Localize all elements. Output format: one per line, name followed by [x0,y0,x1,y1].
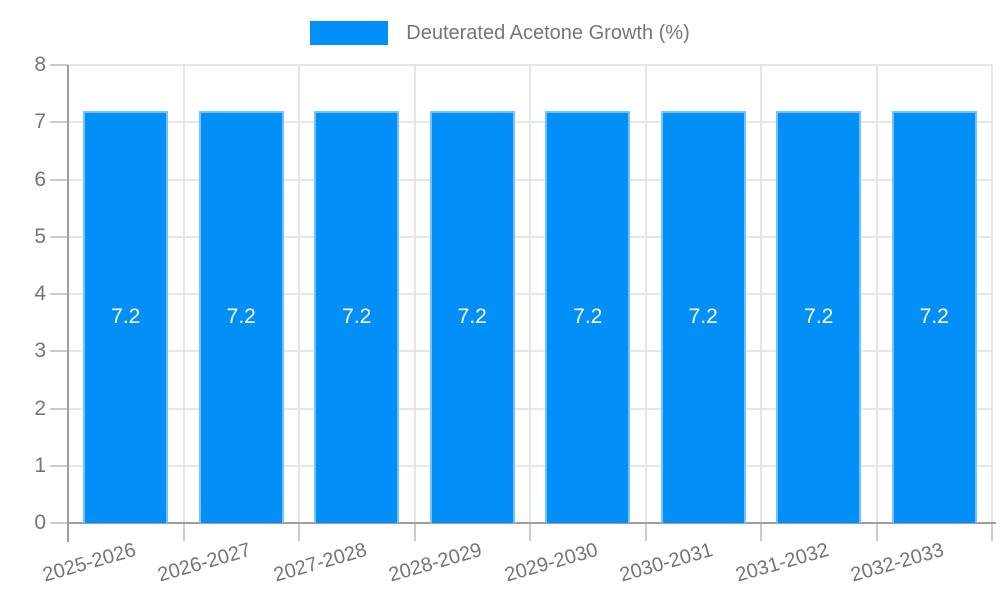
bar[interactable] [660,110,746,523]
y-axis-tick-label: 8 [34,53,46,76]
y-axis-line [67,65,69,542]
y-tick-mark [50,407,68,410]
x-tick-mark [760,523,762,541]
bar[interactable] [83,110,169,523]
y-tick-mark [50,464,68,467]
bar-value-label: 7.2 [573,304,603,328]
y-tick-mark [50,293,68,295]
y-tick-mark [50,178,68,181]
x-tick-mark [298,523,300,541]
x-gridline [182,65,185,523]
y-axis-tick-label: 4 [34,282,46,305]
y-axis-tick-label: 2 [34,396,46,420]
x-gridline [760,65,762,523]
bar[interactable] [314,110,400,523]
bar-value-label: 7.2 [919,304,949,328]
chart-legend[interactable]: Deuterated Acetone Growth (%) [0,16,1000,50]
bar-value-label: 7.2 [342,304,372,328]
x-tick-mark [182,523,185,541]
bar[interactable] [429,110,515,523]
bar[interactable] [198,110,284,523]
bar-value-label: 7.2 [226,304,256,328]
x-tick-mark [413,523,416,541]
y-tick-mark [50,121,68,124]
bar[interactable] [545,110,631,523]
bar-value-label: 7.2 [111,304,141,328]
x-gridline [298,65,300,523]
x-tick-mark [529,523,531,541]
y-axis-tick-label: 0 [34,511,46,534]
bar-value-label: 7.2 [457,304,487,328]
x-tick-mark [875,523,878,541]
y-tick-mark [50,64,68,66]
y-axis-tick-label: 7 [34,110,46,134]
y-axis-tick-label: 1 [34,453,46,477]
y-tick-mark [50,235,68,238]
y-tick-mark [50,350,68,353]
x-gridline [991,65,993,523]
x-gridline [529,65,531,523]
x-tick-mark [991,523,993,541]
y-axis-tick-label: 6 [34,167,46,191]
x-gridline [644,65,647,523]
x-gridline [413,65,416,523]
y-tick-mark [50,522,68,524]
x-gridline [875,65,878,523]
y-axis-tick-label: 5 [34,224,46,248]
bar[interactable] [776,110,862,523]
x-tick-mark [644,523,647,541]
legend-color-swatch [310,21,389,45]
x-axis-line [68,522,996,524]
bar[interactable] [891,110,977,523]
bar-value-label: 7.2 [688,304,718,328]
legend-series-label: Deuterated Acetone Growth (%) [406,21,690,44]
y-axis-tick-label: 3 [34,339,46,363]
bar-value-label: 7.2 [804,304,834,328]
